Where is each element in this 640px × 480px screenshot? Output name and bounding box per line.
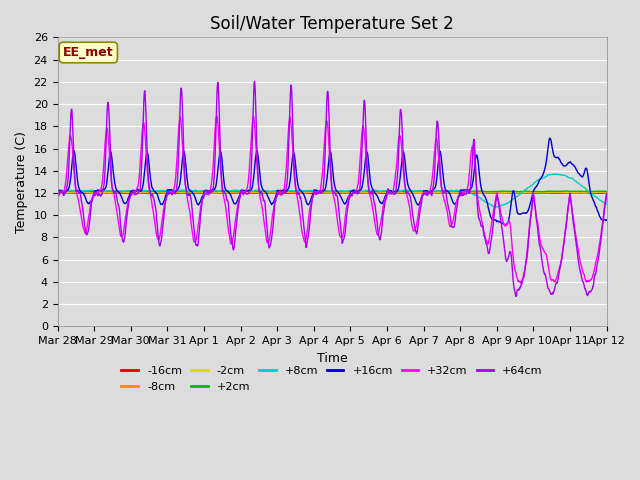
Line: +32cm: +32cm xyxy=(58,116,607,284)
+32cm xyxy=(250,113,257,119)
+8cm xyxy=(603,201,611,207)
-8cm xyxy=(237,190,245,195)
+2cm xyxy=(176,189,184,194)
+2cm xyxy=(54,188,61,194)
+32cm xyxy=(538,244,546,250)
+8cm xyxy=(552,171,559,177)
+16cm xyxy=(417,195,425,201)
-16cm xyxy=(237,190,245,196)
-16cm xyxy=(603,190,611,196)
+32cm xyxy=(237,189,245,195)
+64cm xyxy=(418,200,426,205)
+8cm xyxy=(538,176,545,181)
-16cm xyxy=(538,190,546,196)
+8cm xyxy=(54,188,61,193)
+8cm xyxy=(489,204,497,209)
-2cm xyxy=(176,189,184,195)
+32cm xyxy=(54,192,61,198)
-8cm xyxy=(163,190,170,195)
+16cm xyxy=(163,192,170,197)
+8cm xyxy=(176,188,184,193)
+32cm xyxy=(603,191,611,196)
+16cm xyxy=(603,217,611,223)
+2cm xyxy=(163,188,170,194)
+16cm xyxy=(547,135,554,141)
+32cm xyxy=(518,281,525,287)
Line: +2cm: +2cm xyxy=(58,191,607,192)
+64cm xyxy=(237,188,245,194)
+32cm xyxy=(490,210,497,216)
+8cm xyxy=(417,188,425,193)
Line: +64cm: +64cm xyxy=(58,81,607,297)
+64cm xyxy=(603,192,611,197)
Title: Soil/Water Temperature Set 2: Soil/Water Temperature Set 2 xyxy=(210,15,454,33)
+64cm xyxy=(163,195,170,201)
-2cm xyxy=(58,189,65,194)
+16cm xyxy=(237,188,245,193)
+2cm xyxy=(490,189,497,194)
+64cm xyxy=(176,117,184,123)
-8cm xyxy=(176,190,184,195)
+64cm xyxy=(538,258,546,264)
+64cm xyxy=(54,189,61,195)
-16cm xyxy=(57,190,65,195)
+2cm xyxy=(237,189,245,194)
-8cm xyxy=(147,189,154,195)
-16cm xyxy=(308,191,316,196)
-2cm xyxy=(490,189,497,195)
+2cm xyxy=(603,189,611,194)
+16cm xyxy=(538,174,545,180)
+64cm xyxy=(512,294,520,300)
+8cm xyxy=(493,204,500,210)
+8cm xyxy=(237,188,245,193)
-2cm xyxy=(603,189,611,195)
-8cm xyxy=(603,190,611,195)
+64cm xyxy=(251,78,259,84)
Line: -8cm: -8cm xyxy=(58,192,607,193)
-2cm xyxy=(418,189,426,195)
X-axis label: Time: Time xyxy=(317,352,348,365)
+32cm xyxy=(176,116,184,121)
Legend: -16cm, -8cm, -2cm, +2cm, +8cm, +16cm, +32cm, +64cm: -16cm, -8cm, -2cm, +2cm, +8cm, +16cm, +3… xyxy=(117,361,547,396)
-2cm xyxy=(163,189,170,195)
-8cm xyxy=(490,190,497,195)
-8cm xyxy=(54,190,61,195)
-16cm xyxy=(54,190,61,196)
+16cm xyxy=(54,188,61,193)
-16cm xyxy=(163,190,170,196)
+32cm xyxy=(418,195,426,201)
-2cm xyxy=(510,190,518,195)
-2cm xyxy=(538,189,546,195)
+2cm xyxy=(486,189,493,195)
+16cm xyxy=(489,217,497,223)
-8cm xyxy=(538,190,546,195)
Y-axis label: Temperature (C): Temperature (C) xyxy=(15,131,28,233)
Line: +8cm: +8cm xyxy=(58,174,607,207)
+32cm xyxy=(163,195,170,201)
-8cm xyxy=(325,190,333,196)
+2cm xyxy=(538,189,546,194)
+16cm xyxy=(502,222,509,228)
+16cm xyxy=(176,182,184,188)
Line: -16cm: -16cm xyxy=(58,192,607,193)
Line: +16cm: +16cm xyxy=(58,138,607,225)
-16cm xyxy=(490,190,497,196)
+64cm xyxy=(490,222,497,228)
-2cm xyxy=(54,189,61,195)
-8cm xyxy=(418,190,426,195)
-2cm xyxy=(237,189,245,195)
+2cm xyxy=(71,188,79,194)
-16cm xyxy=(418,190,426,196)
+2cm xyxy=(418,188,426,194)
Text: EE_met: EE_met xyxy=(63,46,114,59)
-16cm xyxy=(176,190,184,196)
+8cm xyxy=(163,188,170,193)
